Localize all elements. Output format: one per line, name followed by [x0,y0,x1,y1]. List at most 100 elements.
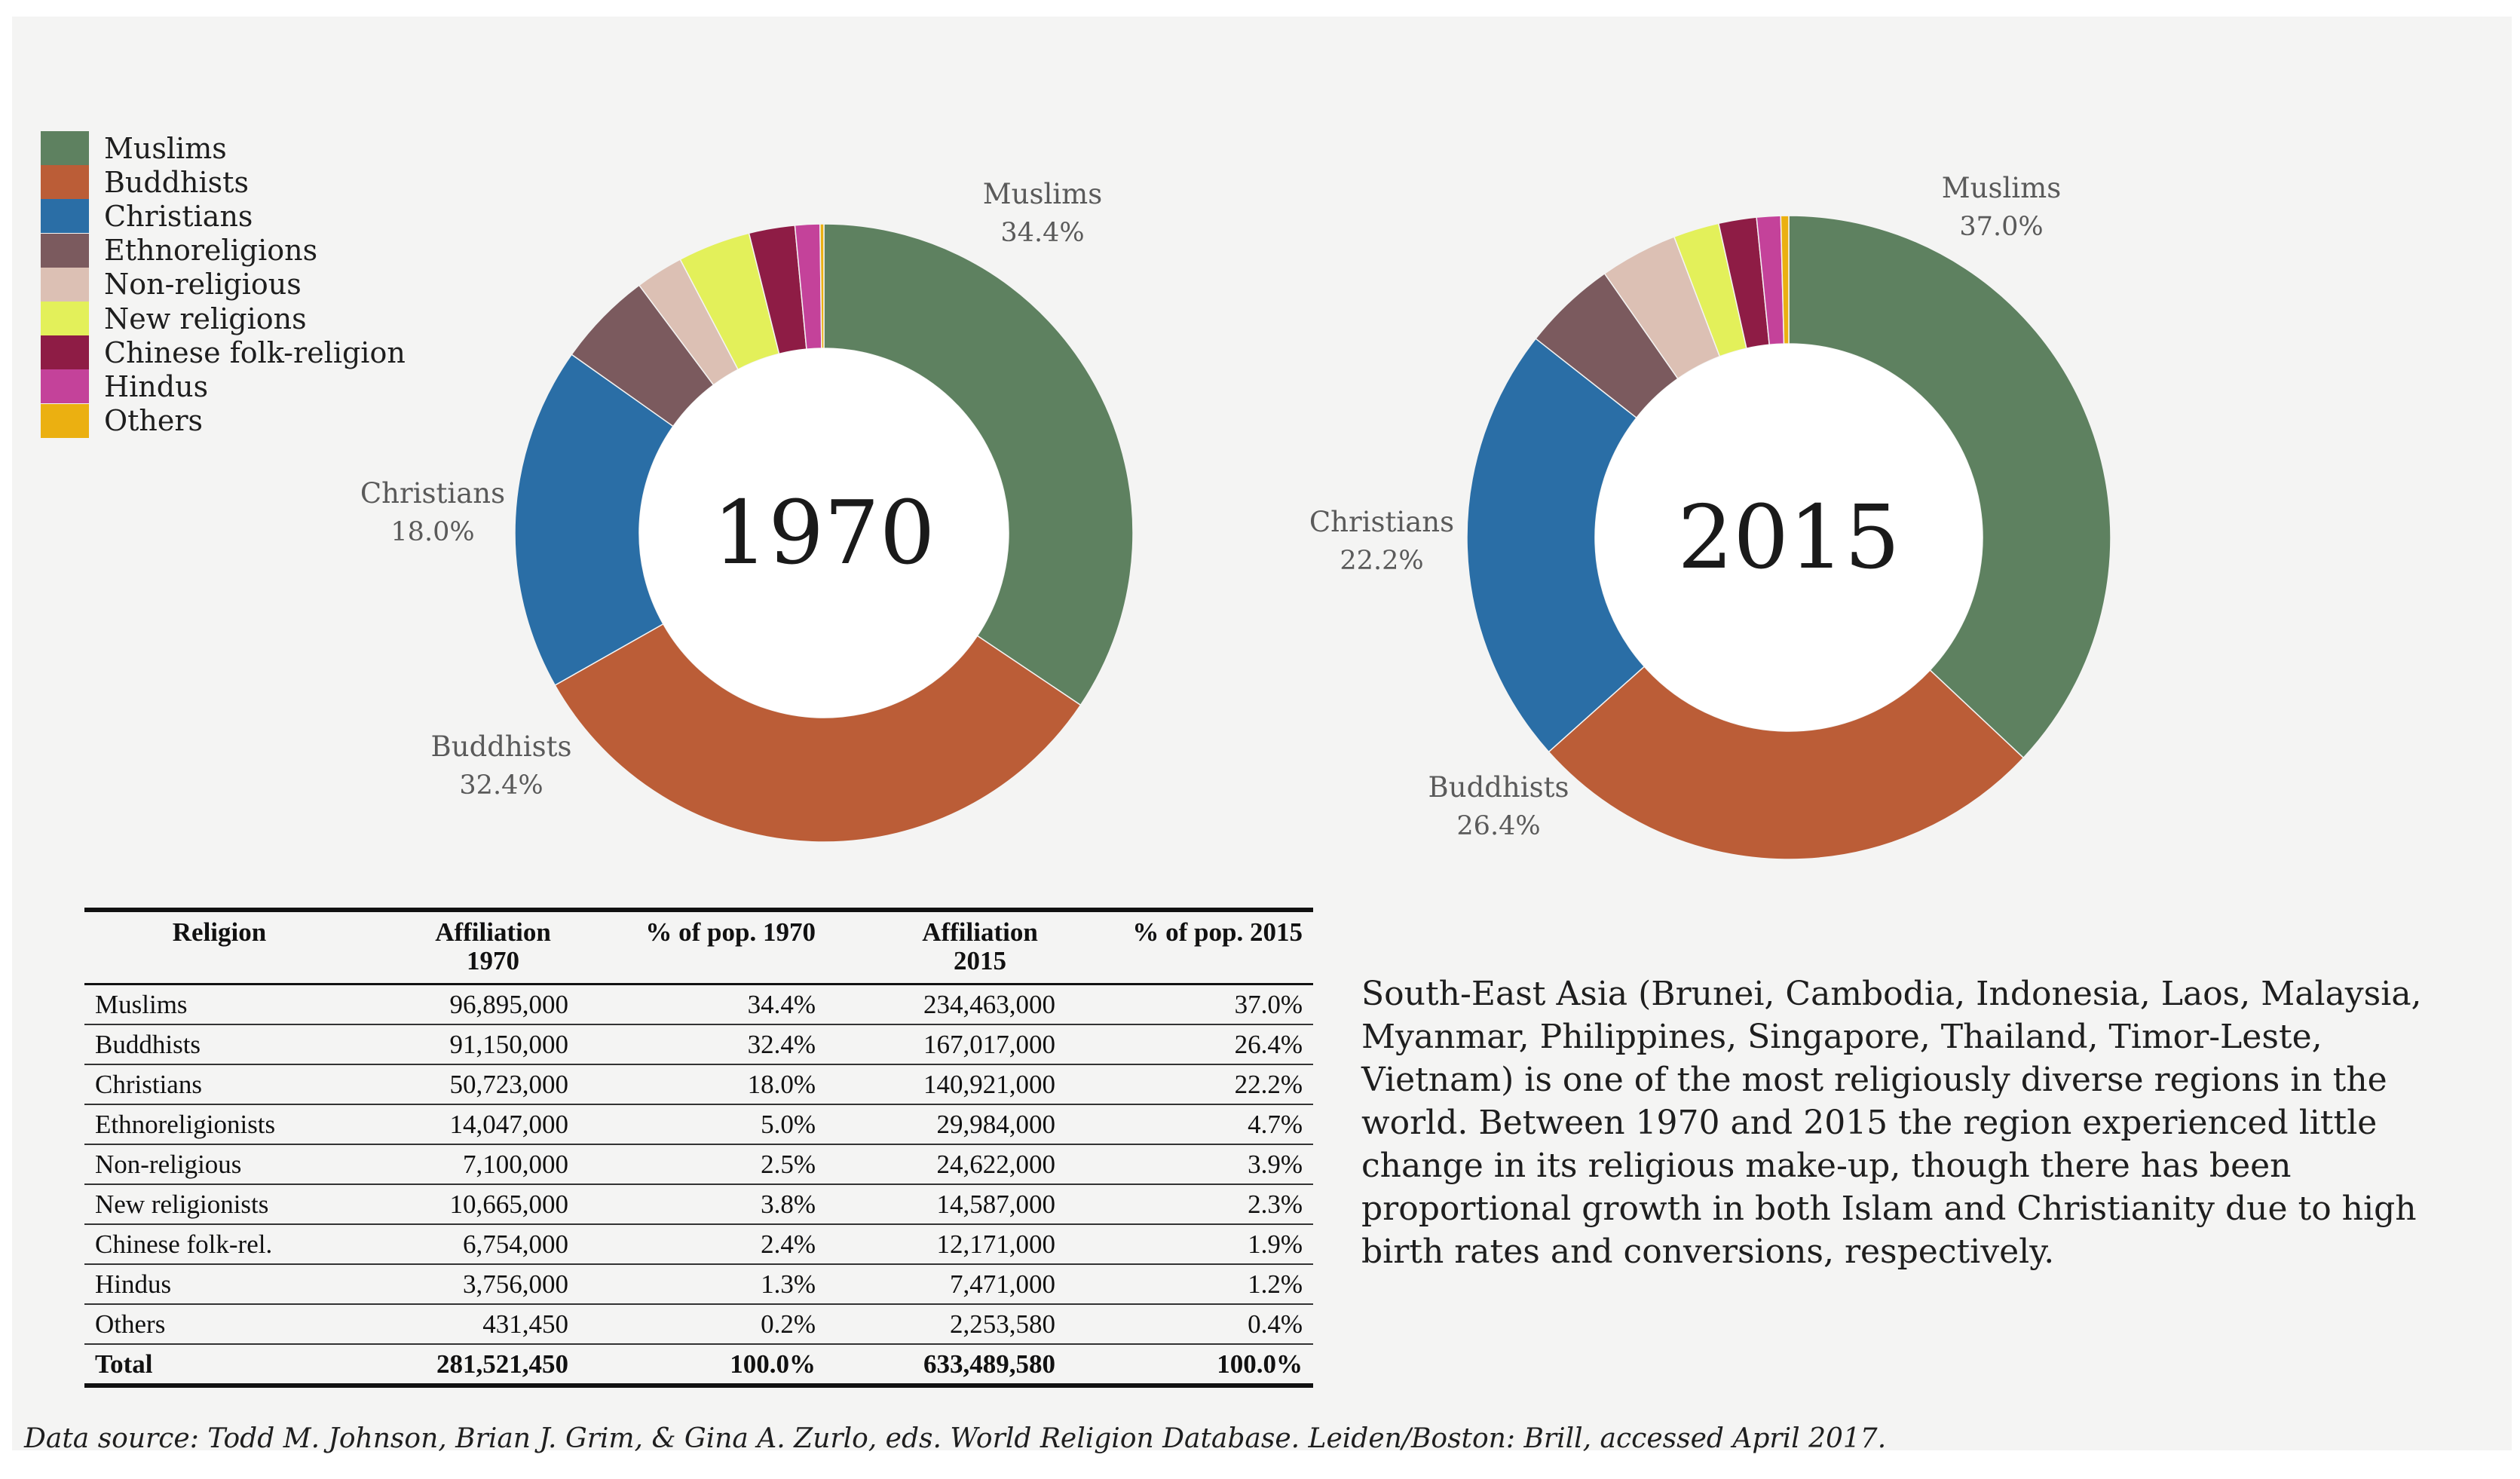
table-row: New religionists 10,665,000 3.8% 14,587,000… [84,1184,1313,1225]
table-cell: 167,017,000 [826,1024,1066,1065]
table-cell: 26.4% [1066,1024,1313,1065]
table-cell: 37.0% [1066,984,1313,1025]
table-cell: 10,665,000 [354,1184,579,1225]
slice-label-name: Buddhists [431,730,572,763]
slice-label-name: Muslims [983,178,1102,210]
slice-label-value: 37.0% [1959,212,2043,242]
col-header-affiliation-2015: Affiliation 2015 [826,908,1066,985]
description-text: South-East Asia (Brunei, Cambodia, Indon… [1361,975,2422,1271]
table-row: Hindus 3,756,000 1.3% 7,471,000 1.2% [84,1264,1313,1305]
table-cell: 633,489,580 [826,1344,1066,1388]
legend-label: New religions [104,302,307,335]
legend-item-others: Others [41,403,406,438]
legend-item-hindus: Hindus [41,369,406,404]
donut-center-year: 2015 [1677,487,1900,589]
data-source-note: Data source: Todd M. Johnson, Brian J. G… [24,1423,1887,1454]
table-cell: Others [84,1304,354,1345]
col-header-affiliation-2015-label: Affiliation 2015 [922,917,1038,975]
slice-label-name: Buddhists [1428,771,1569,804]
table-cell: 91,150,000 [354,1024,579,1065]
legend-item-ethnoreligions: Ethnoreligions [41,233,406,268]
legend-swatch [41,369,89,404]
legend-swatch [41,233,89,268]
legend-swatch [41,335,89,370]
table-cell: 234,463,000 [826,984,1066,1025]
table-cell: 100.0% [579,1344,826,1388]
legend-label: Chinese folk-religion [104,335,406,369]
table-cell: 32.4% [579,1024,826,1065]
table-cell: 281,521,450 [354,1344,579,1388]
table-cell: 6,754,000 [354,1224,579,1265]
legend-label: Christians [104,199,253,233]
donut-hole [639,348,1009,718]
table-cell: 24,622,000 [826,1144,1066,1185]
slice-label-value: 34.4% [1000,218,1084,248]
table-cell: 7,471,000 [826,1264,1066,1305]
table-cell: Buddhists [84,1024,354,1065]
table-cell: 3,756,000 [354,1264,579,1305]
table-cell: 1.3% [579,1264,826,1305]
table-row: Christians 50,723,000 18.0% 140,921,000 22.2… [84,1064,1313,1105]
legend-item-new-religions: New religions [41,302,406,336]
donut-hole [1595,344,1983,731]
legend-item-non-religious: Non-religious [41,267,406,302]
table-cell: Non-religious [84,1144,354,1185]
table-row: Non-religious 7,100,000 2.5% 24,622,000 3.9% [84,1144,1313,1185]
table-cell: 14,047,000 [354,1104,579,1145]
slice-label-name: Christians [360,477,505,510]
legend-swatch [41,165,89,200]
chart-legend: Muslims Buddhists Christians Ethnoreligions… [41,131,406,438]
legend-label: Hindus [104,369,209,403]
table-cell: 22.2% [1066,1064,1313,1105]
table-cell: 34.4% [579,984,826,1025]
table-cell: 431,450 [354,1304,579,1345]
table-cell: Hindus [84,1264,354,1305]
table-cell: 14,587,000 [826,1184,1066,1225]
table-row: Others 431,450 0.2% 2,253,580 0.4% [84,1304,1313,1345]
legend-item-muslims: Muslims [41,131,406,166]
table-cell: 2.4% [579,1224,826,1265]
table-cell: Chinese folk-rel. [84,1224,354,1265]
table-cell: 100.0% [1066,1344,1313,1388]
table-cell: Total [84,1344,354,1388]
col-header-affiliation-1970: Affiliation 1970 [354,908,579,985]
table-cell: Christians [84,1064,354,1105]
legend-label: Others [104,404,204,438]
table-cell: 1.9% [1066,1224,1313,1265]
table-header-row: Religion Affiliation 1970 % of pop. 1970… [84,908,1313,985]
legend-label: Buddhists [104,165,249,199]
table-cell: Ethnoreligionists [84,1104,354,1145]
table-cell: 7,100,000 [354,1144,579,1185]
table-cell: 18.0% [579,1064,826,1105]
table-cell: 3.8% [579,1184,826,1225]
legend-swatch [41,302,89,336]
table-cell: 140,921,000 [826,1064,1066,1105]
legend-item-buddhists: Buddhists [41,165,406,200]
table-cell: 2,253,580 [826,1304,1066,1345]
slice-label-value: 22.2% [1340,546,1423,576]
table-row: Buddhists 91,150,000 32.4% 167,017,000 26.4% [84,1024,1313,1065]
table-cell: 3.9% [1066,1144,1313,1185]
slice-label-name: Christians [1309,506,1454,538]
table-row: Ethnoreligionists 14,047,000 5.0% 29,984,00… [84,1104,1313,1145]
table-cell: 4.7% [1066,1104,1313,1145]
legend-item-chinese-folk-religion: Chinese folk-religion [41,335,406,370]
religion-table: Religion Affiliation 1970 % of pop. 1970… [84,908,1313,1388]
table-cell: 96,895,000 [354,984,579,1025]
legend-swatch [41,199,89,234]
legend-swatch [41,403,89,438]
slice-label-name: Muslims [1942,172,2061,204]
table-cell: 5.0% [579,1104,826,1145]
table-cell: 50,723,000 [354,1064,579,1105]
legend-item-christians: Christians [41,199,406,234]
table-cell: New religionists [84,1184,354,1225]
legend-label: Non-religious [104,268,302,302]
slice-label-value: 32.4% [459,770,543,801]
col-header-pct-2015: % of pop. 2015 [1066,908,1313,985]
legend-label: Ethnoreligions [104,234,318,268]
slice-label-value: 18.0% [390,517,474,547]
table-cell: Muslims [84,984,354,1025]
table-row: Muslims 96,895,000 34.4% 234,463,000 37.0% [84,984,1313,1025]
